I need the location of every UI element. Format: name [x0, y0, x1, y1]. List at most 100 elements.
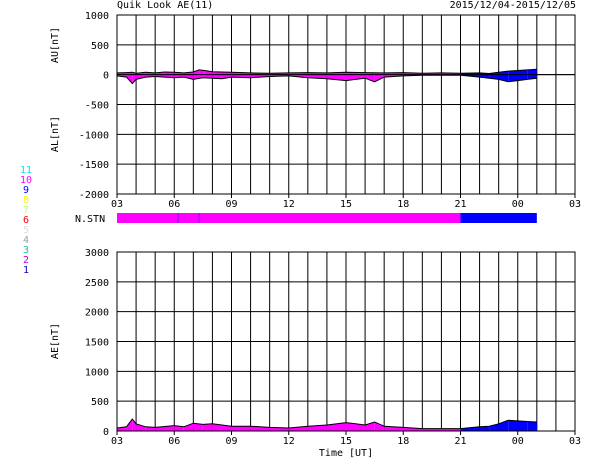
al-line [116, 74, 537, 85]
station-legend-4: 4 [23, 235, 29, 246]
ae-xtick-label: 12 [283, 436, 295, 447]
au-fill [517, 69, 528, 75]
station-legend-10: 10 [20, 175, 32, 186]
ae-fill [355, 423, 366, 431]
nstn-bar-segment-2 [460, 213, 537, 223]
aual-ytick-label: -1000 [79, 130, 109, 141]
ae-xtick-label: 18 [397, 436, 409, 447]
nstn-bar-segment-1 [117, 213, 461, 223]
ae-fill [212, 423, 222, 431]
ae-fill [193, 423, 203, 431]
ae-ytick-label: 2500 [85, 278, 109, 289]
ae-line [116, 418, 537, 430]
al-fill [498, 74, 509, 82]
aual-xtick-label: 12 [283, 199, 295, 210]
al-fill [132, 74, 137, 84]
ae-xtick-label: 09 [225, 436, 237, 447]
au-fill [193, 69, 200, 75]
ae-fill [132, 419, 137, 431]
ae-fill [288, 426, 308, 431]
date-range: 2015/12/04-2015/12/05 [449, 0, 576, 11]
ae-ytick-label: 2000 [85, 308, 109, 319]
aual-ytick-label: 0 [103, 71, 109, 82]
ae-ytick-label: 3000 [85, 248, 109, 259]
aual-xtick-label: 03 [569, 199, 581, 210]
al-fill [508, 74, 518, 82]
ae-fill [508, 420, 518, 431]
station-legend-6: 6 [23, 215, 29, 226]
aual-ytick-label: -500 [85, 101, 109, 112]
al-axis-label: AL[nT] [50, 116, 61, 152]
al-fill [221, 74, 232, 79]
al-fill [479, 74, 490, 79]
aual-ytick-label: 1000 [85, 11, 109, 22]
al-fill [136, 74, 146, 80]
ae-xtick-label: 00 [512, 436, 524, 447]
ae-fill [155, 425, 175, 431]
station-legend-8: 8 [23, 195, 29, 206]
station-legend-3: 3 [23, 245, 29, 256]
aual-ytick-label: -2000 [79, 190, 109, 201]
station-legend-2: 2 [23, 255, 29, 266]
aual-xtick-label: 03 [111, 199, 123, 210]
plot-title: Quik Look AE(11) [117, 0, 214, 11]
ae-fill [479, 426, 490, 431]
ae-fill [403, 427, 423, 431]
ae-fill [183, 423, 194, 431]
ae-xtick-label: 03 [111, 436, 123, 447]
time-axis-label: Time [UT] [319, 448, 373, 459]
al-fill [193, 74, 203, 80]
station-legend-5: 5 [23, 225, 29, 236]
ae-ytick-label: 1000 [85, 367, 109, 378]
ae-fill [460, 426, 480, 431]
station-legend-1: 1 [23, 265, 29, 276]
ae-xtick-label: 03 [569, 436, 581, 447]
al-fill [517, 74, 528, 81]
au-line [116, 68, 537, 75]
al-fill [365, 74, 375, 82]
ae-fill [374, 422, 385, 431]
station-legend-11: 11 [20, 165, 32, 176]
ae-fill [202, 423, 213, 431]
aual-xtick-label: 18 [397, 199, 409, 210]
aual-xtick-label: 09 [225, 199, 237, 210]
ae-fill [527, 421, 537, 431]
au-fill [508, 70, 518, 75]
au-axis-label: AU[nT] [50, 27, 61, 63]
ae-ytick-label: 1500 [85, 338, 109, 349]
ae-fill [221, 425, 232, 431]
ae-axis-label: AE[nT] [50, 323, 61, 359]
ae-fill [365, 422, 375, 431]
aual-xtick-label: 21 [454, 199, 466, 210]
aual-xtick-label: 15 [340, 199, 352, 210]
al-fill [374, 74, 385, 82]
au-fill [199, 69, 205, 75]
ae-fill [441, 428, 461, 431]
station-legend-7: 7 [23, 205, 29, 216]
aual-xtick-label: 00 [512, 199, 524, 210]
ae-fill [346, 422, 356, 431]
ae-fill [307, 425, 327, 431]
al-fill [212, 74, 222, 79]
ae-fill [517, 420, 528, 431]
ae-fill [422, 428, 442, 431]
aual-xtick-label: 06 [168, 199, 180, 210]
au-fill [527, 69, 537, 75]
ae-xtick-label: 06 [168, 436, 180, 447]
ae-ytick-label: 0 [103, 427, 109, 438]
ae-xtick-label: 21 [454, 436, 466, 447]
ae-ytick-label: 500 [91, 397, 109, 408]
al-fill [183, 74, 194, 80]
nstn-label: N.STN [75, 214, 105, 225]
aual-ytick-label: 500 [91, 41, 109, 52]
ae-fill [231, 426, 251, 431]
au-fill [498, 71, 509, 75]
aual-ytick-label: -1500 [79, 160, 109, 171]
al-fill [346, 74, 356, 81]
ae-fill [136, 423, 146, 431]
ae-xtick-label: 15 [340, 436, 352, 447]
ae-fill [126, 419, 133, 431]
station-legend-9: 9 [23, 185, 29, 196]
